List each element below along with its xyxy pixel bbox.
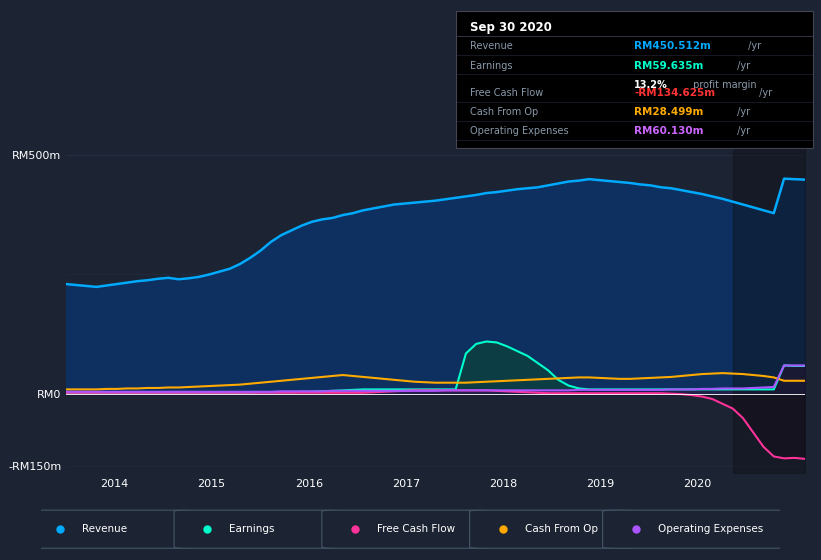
Text: Sep 30 2020: Sep 30 2020	[470, 21, 552, 34]
Text: Cash From Op: Cash From Op	[470, 108, 539, 117]
FancyBboxPatch shape	[470, 510, 636, 548]
FancyBboxPatch shape	[174, 510, 341, 548]
Text: Earnings: Earnings	[470, 60, 512, 71]
Text: /yr: /yr	[734, 60, 750, 71]
Text: profit margin: profit margin	[690, 80, 756, 90]
Text: /yr: /yr	[734, 108, 750, 117]
Text: RM450.512m: RM450.512m	[635, 41, 711, 52]
FancyBboxPatch shape	[322, 510, 488, 548]
Text: Free Cash Flow: Free Cash Flow	[378, 524, 456, 534]
Text: RM60.130m: RM60.130m	[635, 127, 704, 137]
Text: Earnings: Earnings	[230, 524, 275, 534]
Text: /yr: /yr	[734, 127, 750, 137]
FancyBboxPatch shape	[603, 510, 787, 548]
Text: RM59.635m: RM59.635m	[635, 60, 704, 71]
Text: Free Cash Flow: Free Cash Flow	[470, 88, 544, 98]
Text: RM28.499m: RM28.499m	[635, 108, 704, 117]
Text: Operating Expenses: Operating Expenses	[658, 524, 764, 534]
Text: Operating Expenses: Operating Expenses	[470, 127, 569, 137]
FancyBboxPatch shape	[26, 510, 193, 548]
Text: /yr: /yr	[756, 88, 772, 98]
Text: Revenue: Revenue	[470, 41, 512, 52]
Text: Cash From Op: Cash From Op	[525, 524, 598, 534]
Text: /yr: /yr	[745, 41, 761, 52]
Text: 13.2%: 13.2%	[635, 80, 668, 90]
Text: Revenue: Revenue	[82, 524, 126, 534]
Text: -RM134.625m: -RM134.625m	[635, 88, 715, 98]
